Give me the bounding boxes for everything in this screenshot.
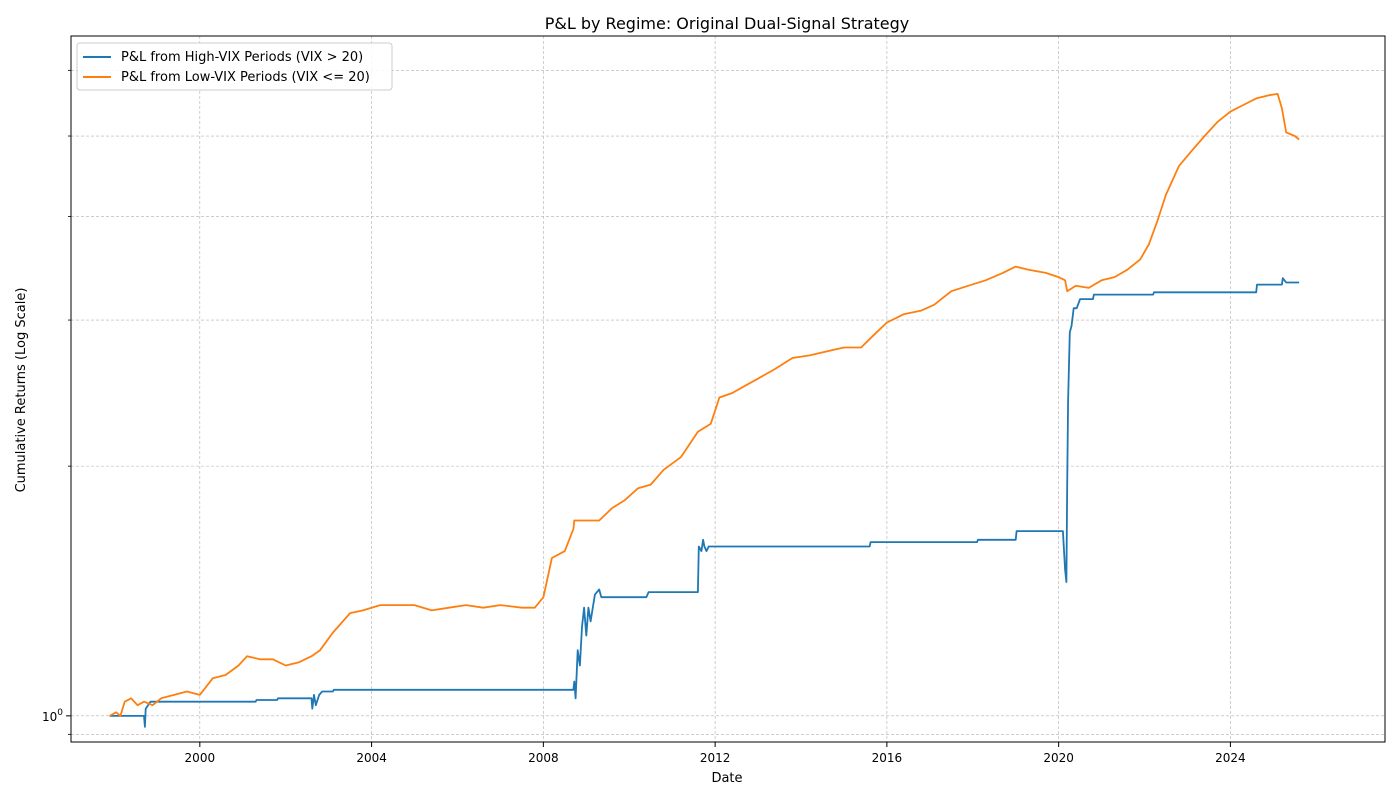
- legend-box: [76, 42, 393, 91]
- legend-label-low-vix: P&L from Low-VIX Periods (VIX <= 20): [121, 70, 370, 85]
- y-axis-label: Cumulative Returns (Log Scale): [14, 288, 29, 493]
- x-tick-label: 2000: [185, 751, 216, 765]
- y-axis-ticks: 100: [42, 69, 71, 735]
- series-line-high-vix: [109, 277, 1300, 728]
- x-tick-label: 2020: [1043, 751, 1074, 765]
- series-line-low-vix: [109, 93, 1300, 717]
- x-tick-label: 2008: [528, 751, 559, 765]
- series-lines: [109, 93, 1300, 728]
- grid: [71, 36, 1385, 742]
- chart-title: P&L by Regime: Original Dual-Signal Stra…: [545, 14, 910, 33]
- y-tick-label: 100: [42, 708, 63, 724]
- x-tick-label: 2024: [1215, 751, 1246, 765]
- x-axis-ticks: 2000 2004 2008 2012 2016 2020 2024: [185, 742, 1246, 765]
- x-axis-label: Date: [711, 771, 742, 786]
- x-tick-label: 2016: [872, 751, 903, 765]
- x-tick-label: 2012: [700, 751, 731, 765]
- plot-frame: [70, 35, 1386, 743]
- x-tick-label: 2004: [356, 751, 387, 765]
- legend: P&L from High-VIX Periods (VIX > 20) P&L…: [76, 42, 393, 91]
- legend-label-high-vix: P&L from High-VIX Periods (VIX > 20): [121, 50, 363, 65]
